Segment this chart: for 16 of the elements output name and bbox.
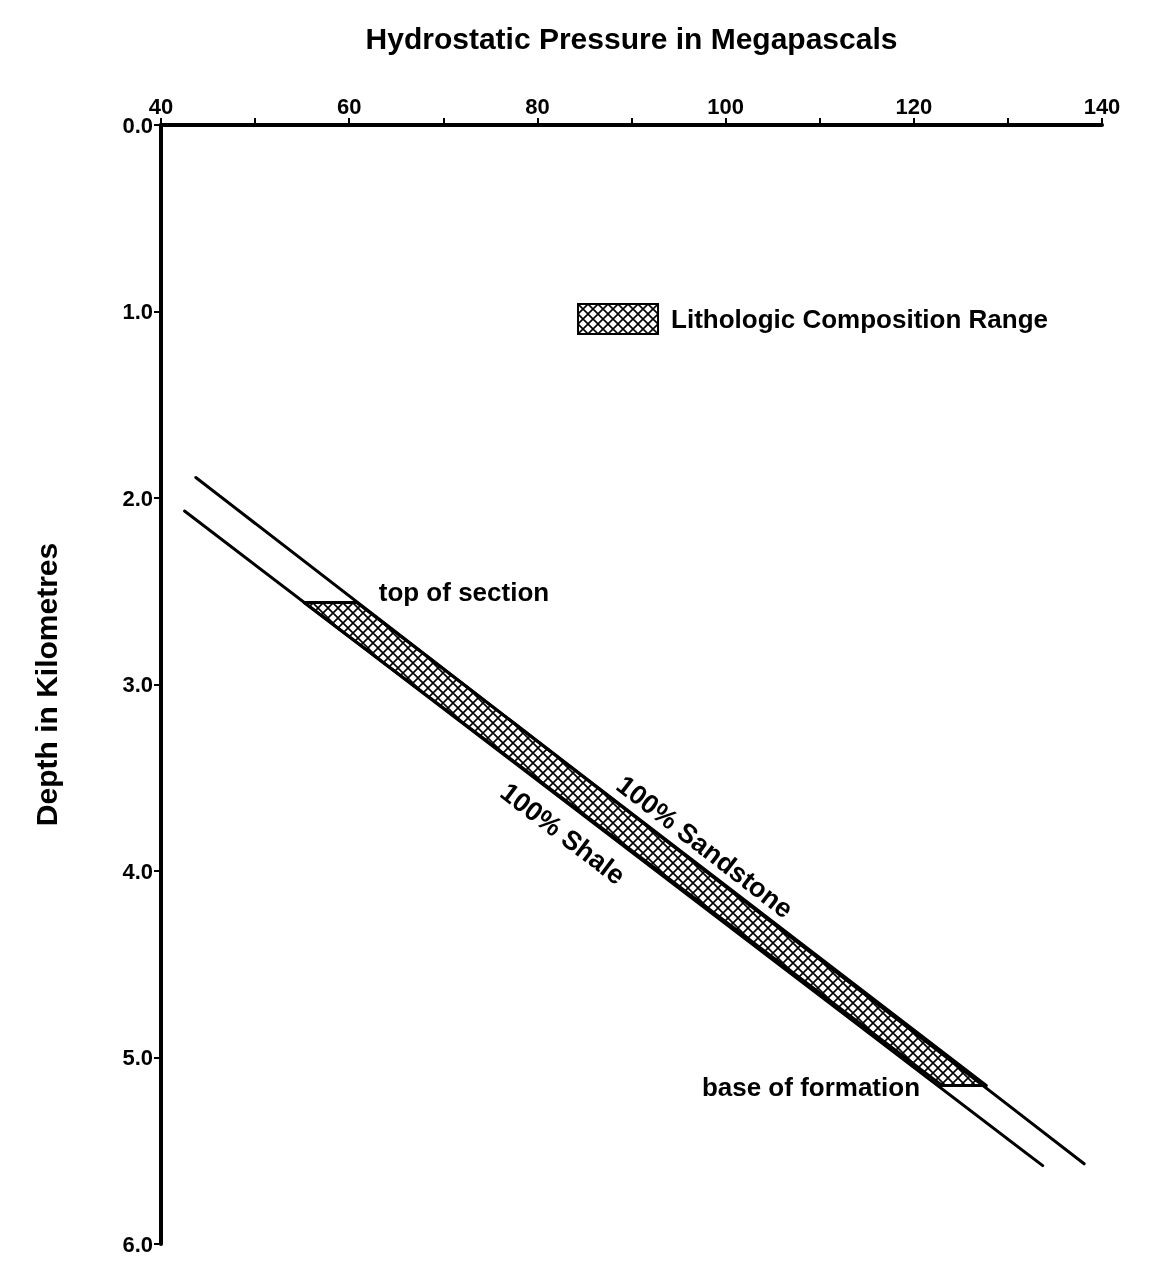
x-tick-label: 80 bbox=[525, 93, 550, 119]
y-tick-label: 5.0 bbox=[122, 1045, 153, 1070]
y-tick-label: 3.0 bbox=[122, 672, 153, 697]
legend-label: Lithologic Composition Range bbox=[671, 304, 1049, 334]
y-tick-label: 1.0 bbox=[122, 299, 153, 324]
x-tick-label: 100 bbox=[707, 93, 744, 119]
y-tick-label: 6.0 bbox=[122, 1231, 153, 1257]
y-tick-label: 2.0 bbox=[122, 485, 153, 511]
x-tick-label: 60 bbox=[336, 93, 362, 119]
x-tick-label: 140 bbox=[1083, 93, 1121, 119]
x-axis-title: Hydrostatic Pressure in Megapascals bbox=[365, 21, 898, 55]
annotation: base of formation bbox=[701, 1072, 921, 1103]
y-tick-label: 4.0 bbox=[122, 858, 153, 884]
annotation: top of section bbox=[378, 577, 550, 608]
x-tick-label: 120 bbox=[895, 93, 933, 119]
y-axis-title: Depth in Kilometres bbox=[29, 542, 63, 827]
